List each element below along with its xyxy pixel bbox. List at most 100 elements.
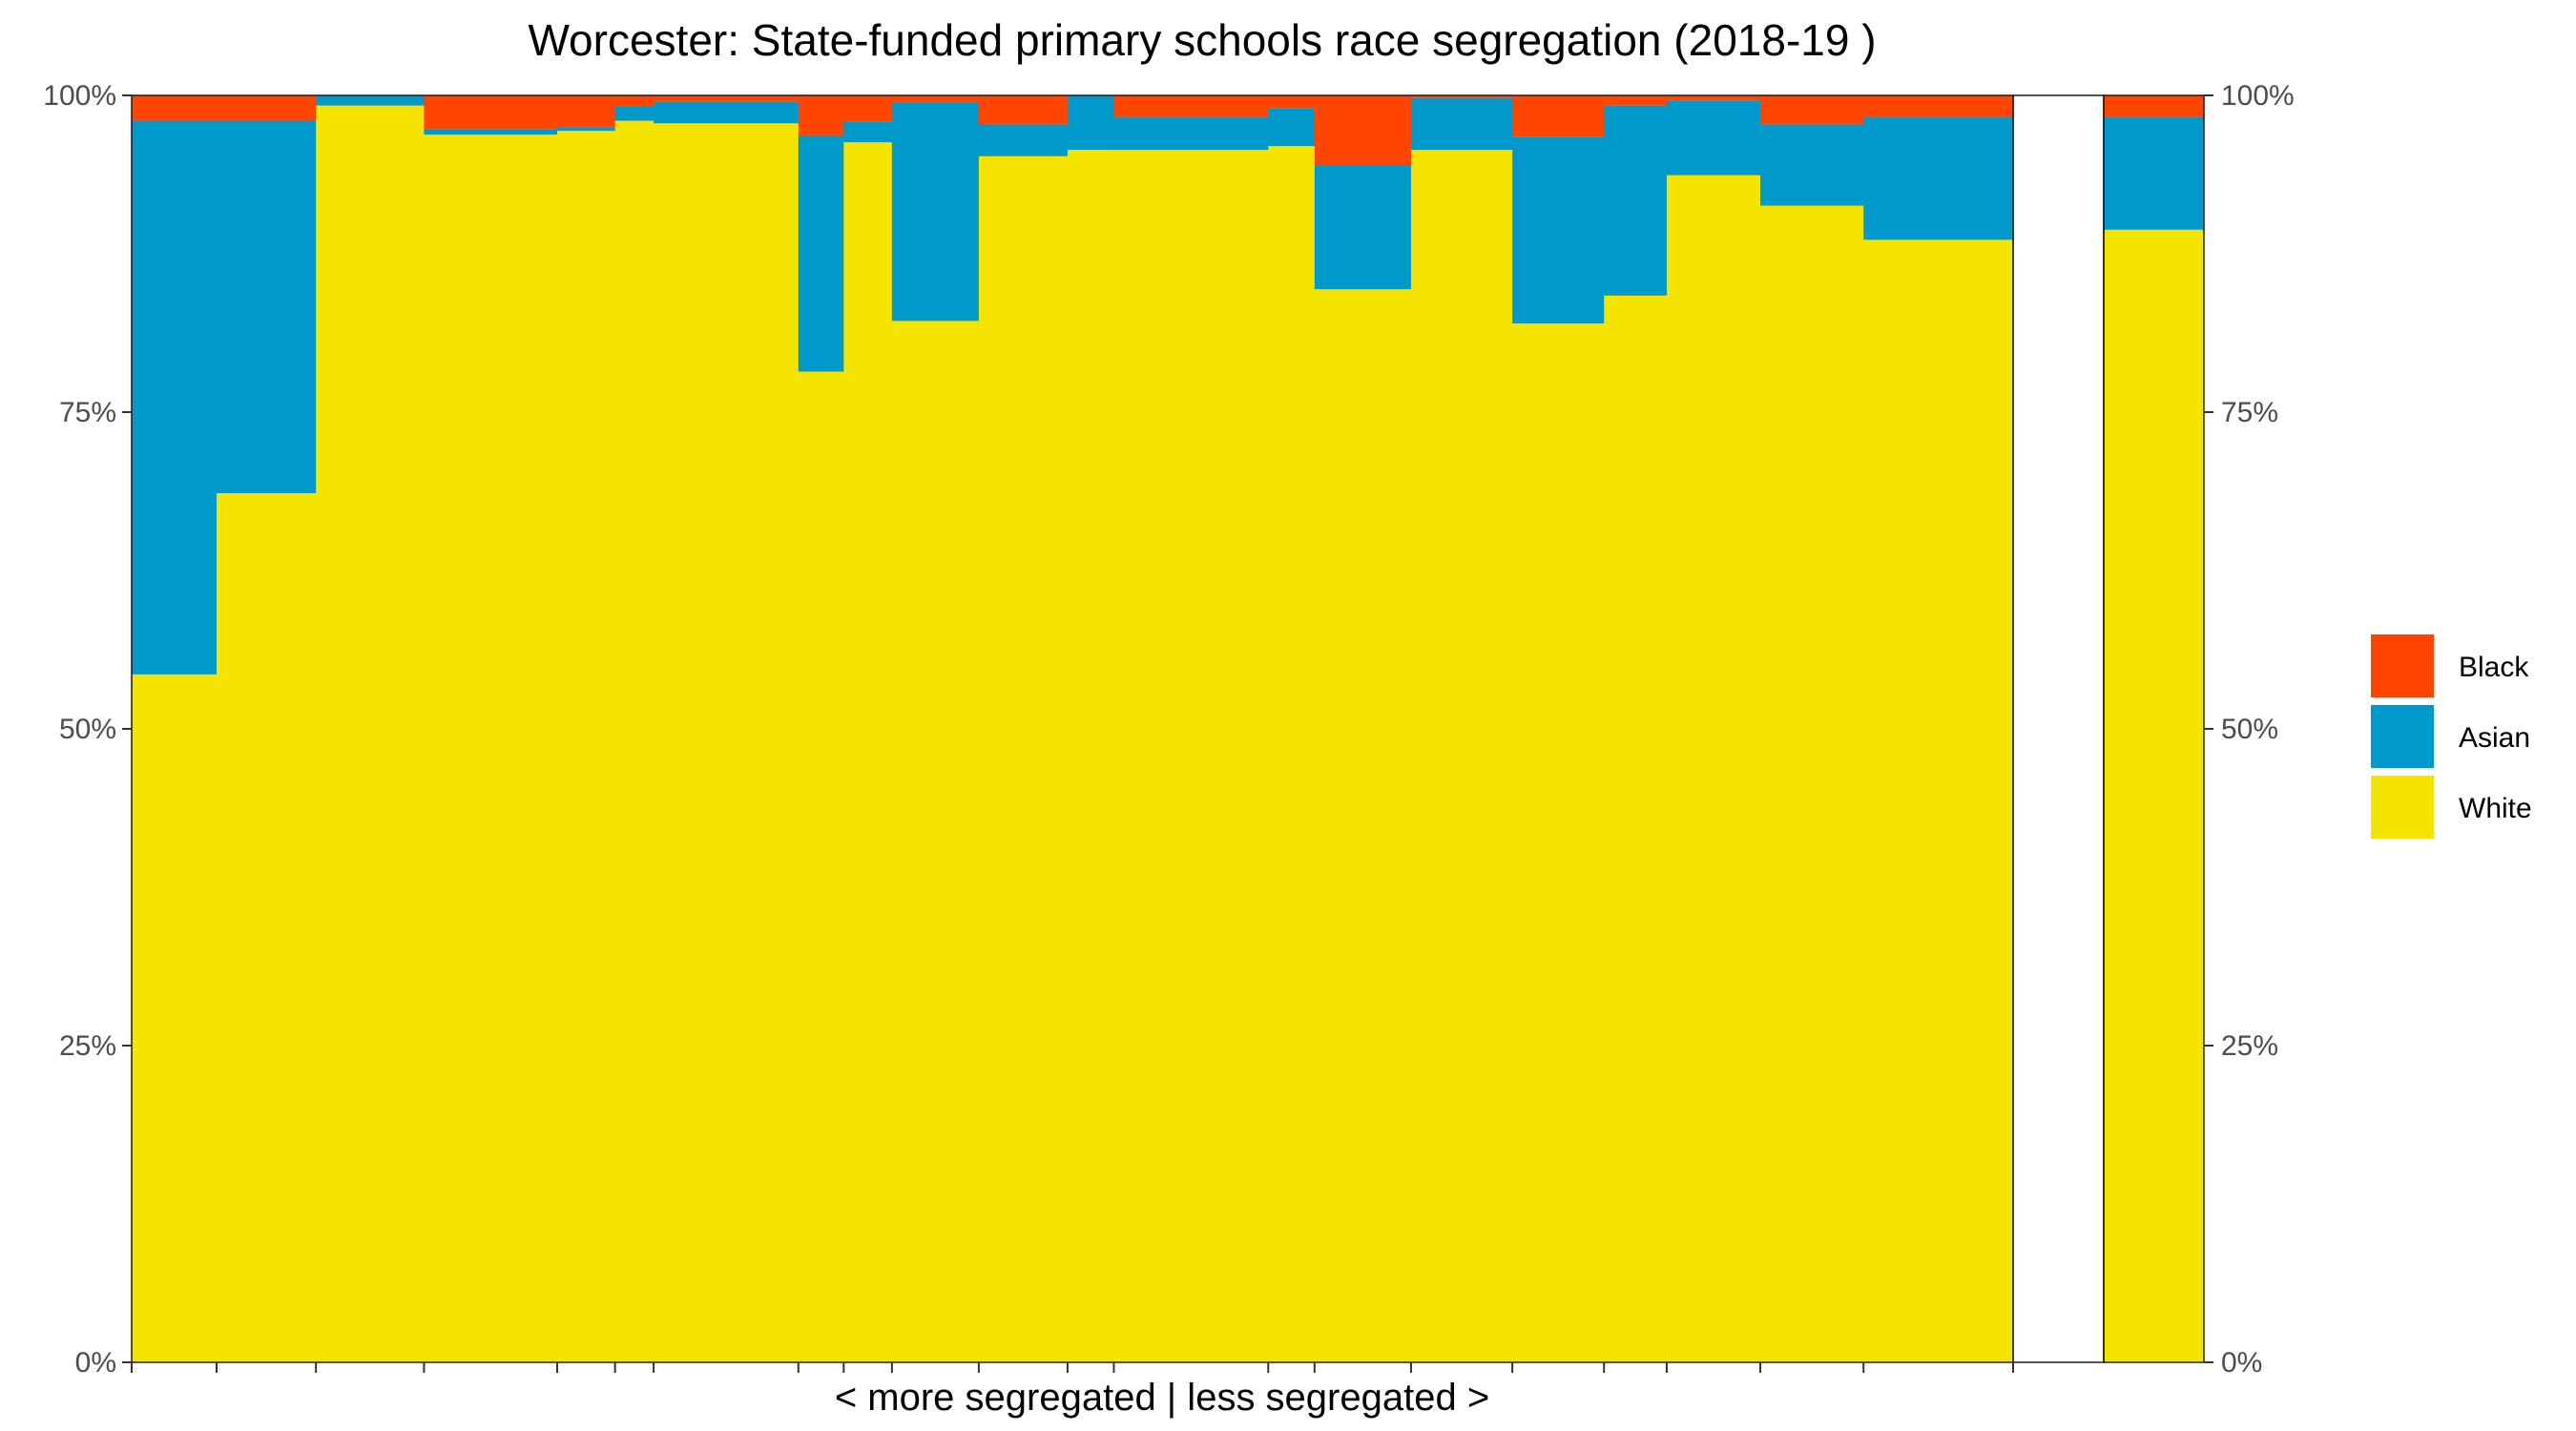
school-2-white-segment (216, 492, 317, 1362)
school-6-white-segment (614, 120, 654, 1362)
school-7-asian-segment (654, 101, 800, 124)
school-4-white-segment (424, 135, 558, 1362)
axes-group: 0% 0% 25% 25% 50% 50% 75% 75% 100% 100% (43, 80, 2294, 1379)
school-bar-13 (1113, 95, 1269, 1363)
school-8-asian-segment (798, 135, 844, 372)
school-bar-15 (1314, 95, 1412, 1363)
school-21-black-segment (1863, 95, 2014, 117)
school-16-white-segment (1410, 150, 1513, 1363)
school-bar-9 (843, 95, 893, 1362)
legend-swatch-black (2371, 634, 2434, 697)
bars-group (132, 95, 2014, 1363)
school-14-black-segment (1268, 95, 1316, 109)
school-bar-12 (1067, 95, 1115, 1363)
overall-black-segment (2104, 95, 2204, 117)
legend-item-white: White (2371, 776, 2532, 839)
school-10-asian-segment (891, 102, 980, 321)
school-18-asian-segment (1604, 105, 1668, 296)
school-1-black-segment (132, 95, 218, 121)
school-bar-11 (978, 95, 1069, 1363)
school-bar-2 (216, 95, 317, 1362)
school-13-white-segment (1113, 150, 1269, 1363)
school-9-black-segment (843, 95, 893, 122)
y-tick-label-right: 100% (2221, 80, 2295, 112)
school-bar-5 (556, 95, 616, 1363)
legend-label-black: Black (2459, 652, 2529, 683)
school-bar-1 (132, 95, 218, 1362)
school-5-white-segment (556, 131, 616, 1363)
school-21-asian-segment (1863, 116, 2014, 240)
legend-label-white: White (2459, 793, 2532, 824)
school-17-white-segment (1512, 323, 1605, 1362)
school-bar-14 (1268, 95, 1316, 1362)
school-19-white-segment (1666, 175, 1761, 1362)
school-10-black-segment (891, 95, 980, 103)
school-5-black-segment (556, 95, 616, 128)
school-bar-16 (1410, 95, 1513, 1363)
y-tick-label-left: 75% (59, 397, 116, 428)
school-12-white-segment (1067, 150, 1115, 1363)
school-4-asian-segment (424, 129, 558, 135)
school-20-white-segment (1760, 205, 1864, 1362)
school-14-asian-segment (1268, 108, 1316, 147)
school-20-black-segment (1760, 95, 1864, 125)
school-13-asian-segment (1113, 116, 1269, 151)
school-bar-3 (316, 95, 426, 1363)
school-2-black-segment (216, 95, 317, 121)
school-5-asian-segment (556, 127, 616, 132)
school-8-black-segment (798, 95, 844, 136)
overall-white-segment (2104, 229, 2204, 1362)
school-9-white-segment (843, 142, 893, 1362)
school-14-white-segment (1268, 146, 1316, 1362)
school-bar-18 (1604, 95, 1668, 1362)
school-9-asian-segment (843, 121, 893, 143)
school-2-asian-segment (216, 120, 317, 493)
school-8-white-segment (798, 371, 844, 1362)
school-18-white-segment (1604, 295, 1668, 1362)
school-3-asian-segment (316, 95, 426, 106)
school-20-asian-segment (1760, 124, 1864, 206)
legend-swatch-white (2371, 776, 2434, 839)
legend-item-asian: Asian (2371, 705, 2530, 768)
legend-item-black: Black (2371, 634, 2529, 697)
school-19-black-segment (1666, 95, 1761, 101)
school-15-black-segment (1314, 95, 1412, 166)
y-tick-label-right: 25% (2221, 1030, 2278, 1062)
school-bar-21 (1863, 95, 2014, 1362)
y-tick-label-left: 25% (59, 1030, 116, 1062)
school-6-black-segment (614, 95, 654, 107)
school-bar-6 (614, 95, 654, 1362)
y-tick-label-left: 100% (43, 80, 116, 112)
school-15-asian-segment (1314, 165, 1412, 290)
school-15-white-segment (1314, 289, 1412, 1363)
school-10-white-segment (891, 321, 980, 1362)
overall-bars-group (2104, 95, 2204, 1362)
school-19-asian-segment (1666, 100, 1761, 176)
legend-swatch-asian (2371, 705, 2434, 768)
school-12-asian-segment (1067, 95, 1115, 151)
school-16-asian-segment (1410, 97, 1513, 151)
chart-title: Worcester: State-funded primary schools … (528, 15, 1876, 65)
y-tick-label-left: 0% (75, 1347, 116, 1379)
school-4-black-segment (424, 95, 558, 130)
x-axis-label: < more segregated | less segregated > (835, 1377, 1489, 1419)
school-bar-4 (424, 95, 558, 1362)
school-6-asian-segment (614, 106, 654, 121)
school-bar-20 (1760, 95, 1864, 1362)
school-7-black-segment (654, 95, 800, 102)
school-bar-8 (798, 95, 844, 1362)
school-bar-7 (654, 95, 800, 1363)
legend: Black Asian White (2371, 634, 2532, 839)
school-21-white-segment (1863, 239, 2014, 1362)
school-18-black-segment (1604, 95, 1668, 106)
school-11-white-segment (978, 156, 1069, 1363)
gap-frame (2012, 94, 2105, 1363)
school-17-asian-segment (1512, 136, 1605, 324)
school-11-black-segment (978, 95, 1069, 125)
school-16-black-segment (1410, 95, 1513, 98)
school-11-asian-segment (978, 124, 1069, 156)
school-3-white-segment (316, 105, 426, 1363)
school-17-black-segment (1512, 95, 1605, 137)
y-tick-label-right: 0% (2221, 1347, 2262, 1379)
